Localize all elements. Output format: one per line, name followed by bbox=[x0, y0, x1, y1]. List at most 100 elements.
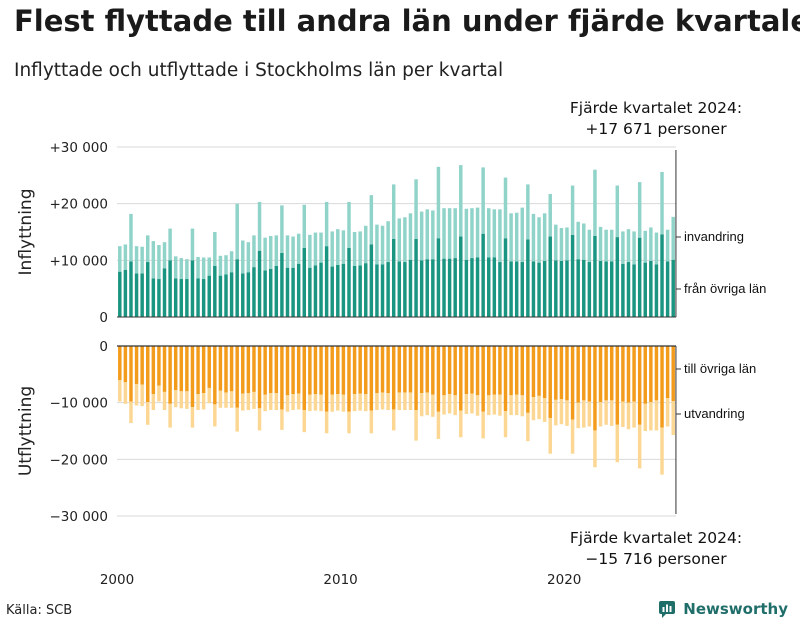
bar-emigration bbox=[582, 400, 586, 428]
bar-immigration bbox=[229, 251, 234, 273]
bar-immigration bbox=[185, 259, 189, 280]
y-tick-label: 0 bbox=[99, 339, 108, 355]
bar-to-other-counties bbox=[179, 346, 184, 392]
legend-invandring: invandring bbox=[684, 229, 744, 244]
bar-from-other-counties bbox=[162, 268, 167, 317]
bar-emigration bbox=[274, 393, 279, 411]
bar-from-other-counties bbox=[268, 268, 273, 317]
bar-from-other-counties bbox=[475, 257, 480, 317]
bar-to-other-counties bbox=[157, 346, 161, 386]
bar-from-other-counties bbox=[459, 236, 463, 317]
bar-immigration bbox=[352, 232, 357, 266]
bar-from-other-counties bbox=[364, 263, 368, 317]
bar-from-other-counties bbox=[123, 269, 128, 317]
bar-from-other-counties bbox=[246, 272, 251, 317]
bar-immigration bbox=[252, 235, 256, 268]
bar-to-other-counties bbox=[364, 346, 368, 395]
bar-immigration bbox=[324, 201, 329, 247]
bar-to-other-counties bbox=[201, 346, 206, 394]
bar-immigration bbox=[514, 212, 519, 262]
bar-immigration bbox=[632, 231, 636, 265]
bar-to-other-counties bbox=[447, 346, 452, 395]
bar-from-other-counties bbox=[341, 263, 346, 317]
bar-immigration bbox=[397, 218, 402, 262]
y-tick-label: −20 000 bbox=[49, 452, 108, 468]
bar-emigration bbox=[129, 401, 133, 424]
bar-emigration bbox=[570, 419, 575, 454]
bar-emigration bbox=[671, 401, 675, 436]
bar-from-other-counties bbox=[436, 238, 441, 317]
bar-emigration bbox=[185, 391, 189, 409]
bar-to-other-counties bbox=[475, 346, 480, 396]
bar-immigration bbox=[414, 179, 418, 239]
bar-from-other-counties bbox=[464, 259, 469, 317]
bar-immigration bbox=[665, 229, 670, 262]
bar-to-other-counties bbox=[375, 346, 379, 394]
bar-to-other-counties bbox=[526, 346, 530, 413]
bar-emigration bbox=[419, 393, 424, 417]
bar-to-other-counties bbox=[185, 346, 189, 392]
bar-from-other-counties bbox=[632, 264, 636, 317]
y-tick-label: +10 000 bbox=[49, 253, 108, 269]
bar-immigration bbox=[475, 207, 480, 258]
bar-to-other-counties bbox=[280, 346, 284, 410]
bar-to-other-counties bbox=[414, 346, 418, 411]
bar-immigration bbox=[492, 209, 497, 258]
bar-from-other-counties bbox=[447, 258, 452, 317]
bar-emigration bbox=[224, 392, 228, 408]
bar-immigration bbox=[257, 201, 262, 251]
bar-from-other-counties bbox=[319, 262, 323, 317]
y-axis-label-outflow: Utflyttning bbox=[16, 386, 36, 476]
bar-to-other-counties bbox=[453, 346, 457, 396]
bar-from-other-counties bbox=[263, 270, 267, 317]
bar-from-other-counties bbox=[554, 260, 558, 317]
bar-immigration bbox=[598, 226, 603, 261]
bar-emigration bbox=[146, 402, 150, 425]
bar-immigration bbox=[649, 227, 653, 261]
bar-from-other-counties bbox=[252, 267, 256, 317]
brand-logo[interactable]: Newsworthy bbox=[659, 600, 788, 618]
bar-immigration bbox=[487, 208, 491, 258]
bar-immigration bbox=[542, 213, 547, 261]
bar-emigration bbox=[162, 391, 167, 411]
bar-immigration bbox=[341, 230, 346, 264]
bar-from-other-counties bbox=[173, 278, 178, 317]
bar-to-other-counties bbox=[419, 346, 424, 394]
bar-to-other-counties bbox=[308, 346, 312, 395]
bar-emigration bbox=[134, 383, 139, 406]
bar-emigration bbox=[425, 392, 429, 416]
legend-fran-ovriga-lan: från övriga län bbox=[684, 281, 766, 296]
bar-immigration bbox=[364, 225, 368, 264]
annotation-inflow-line1: Fjärde kvartalet 2024: bbox=[569, 99, 743, 117]
bar-immigration bbox=[548, 194, 552, 237]
bar-from-other-counties bbox=[201, 279, 206, 317]
bar-to-other-counties bbox=[207, 346, 211, 388]
bar-from-other-counties bbox=[665, 261, 670, 317]
bar-immigration bbox=[308, 234, 312, 268]
bar-immigration bbox=[196, 256, 200, 279]
bar-from-other-counties bbox=[235, 259, 239, 317]
bar-emigration bbox=[330, 394, 334, 412]
bar-emigration bbox=[621, 401, 625, 428]
bar-from-other-counties bbox=[514, 261, 519, 317]
x-tick-label: 2010 bbox=[323, 572, 357, 588]
bar-immigration bbox=[375, 224, 379, 265]
bar-emigration bbox=[341, 394, 346, 412]
bar-emigration bbox=[397, 392, 402, 411]
bar-from-other-counties bbox=[118, 271, 122, 317]
bar-to-other-counties bbox=[140, 346, 144, 385]
bar-to-other-counties bbox=[593, 346, 597, 431]
bar-from-other-counties bbox=[146, 262, 150, 317]
bar-from-other-counties bbox=[336, 264, 340, 317]
bar-emigration bbox=[347, 411, 351, 434]
bar-emigration bbox=[257, 408, 262, 431]
bar-emigration bbox=[324, 411, 329, 434]
bar-from-other-counties bbox=[419, 260, 424, 317]
bar-to-other-counties bbox=[151, 346, 156, 395]
x-tick-label: 2000 bbox=[100, 572, 134, 588]
bar-immigration bbox=[151, 241, 156, 279]
bar-immigration bbox=[671, 216, 675, 260]
bar-to-other-counties bbox=[492, 346, 497, 395]
bar-from-other-counties bbox=[542, 260, 547, 317]
bar-emigration bbox=[520, 395, 525, 417]
